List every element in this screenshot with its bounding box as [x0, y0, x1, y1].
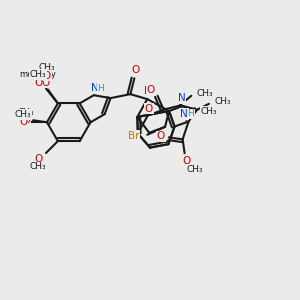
Text: N: N — [91, 83, 99, 93]
Text: H: H — [188, 110, 194, 118]
Text: N: N — [180, 109, 188, 119]
Text: CH₃: CH₃ — [197, 89, 214, 98]
Text: O: O — [182, 156, 191, 166]
Text: N: N — [144, 86, 152, 96]
Text: CH₃: CH₃ — [201, 107, 218, 116]
Text: CH₃: CH₃ — [186, 165, 203, 174]
Text: CH₃: CH₃ — [39, 63, 55, 72]
Text: O: O — [42, 78, 50, 88]
Text: O: O — [22, 115, 30, 125]
Text: O: O — [34, 78, 42, 88]
Text: CH₃: CH₃ — [15, 110, 31, 119]
Text: CH₃: CH₃ — [30, 162, 46, 171]
Text: H: H — [98, 84, 104, 93]
Text: O: O — [34, 154, 42, 164]
Text: O: O — [43, 70, 51, 81]
Text: O: O — [131, 65, 140, 75]
Text: methoxy: methoxy — [20, 70, 56, 79]
Text: N: N — [178, 93, 185, 103]
Text: O: O — [19, 117, 27, 127]
Text: O: O — [145, 103, 153, 114]
Text: Br: Br — [128, 131, 139, 141]
Text: O: O — [147, 85, 155, 95]
Text: O: O — [157, 131, 165, 141]
Text: CH₃: CH₃ — [30, 70, 46, 79]
Text: CH₃: CH₃ — [214, 97, 231, 106]
Text: CH₃: CH₃ — [18, 108, 34, 117]
